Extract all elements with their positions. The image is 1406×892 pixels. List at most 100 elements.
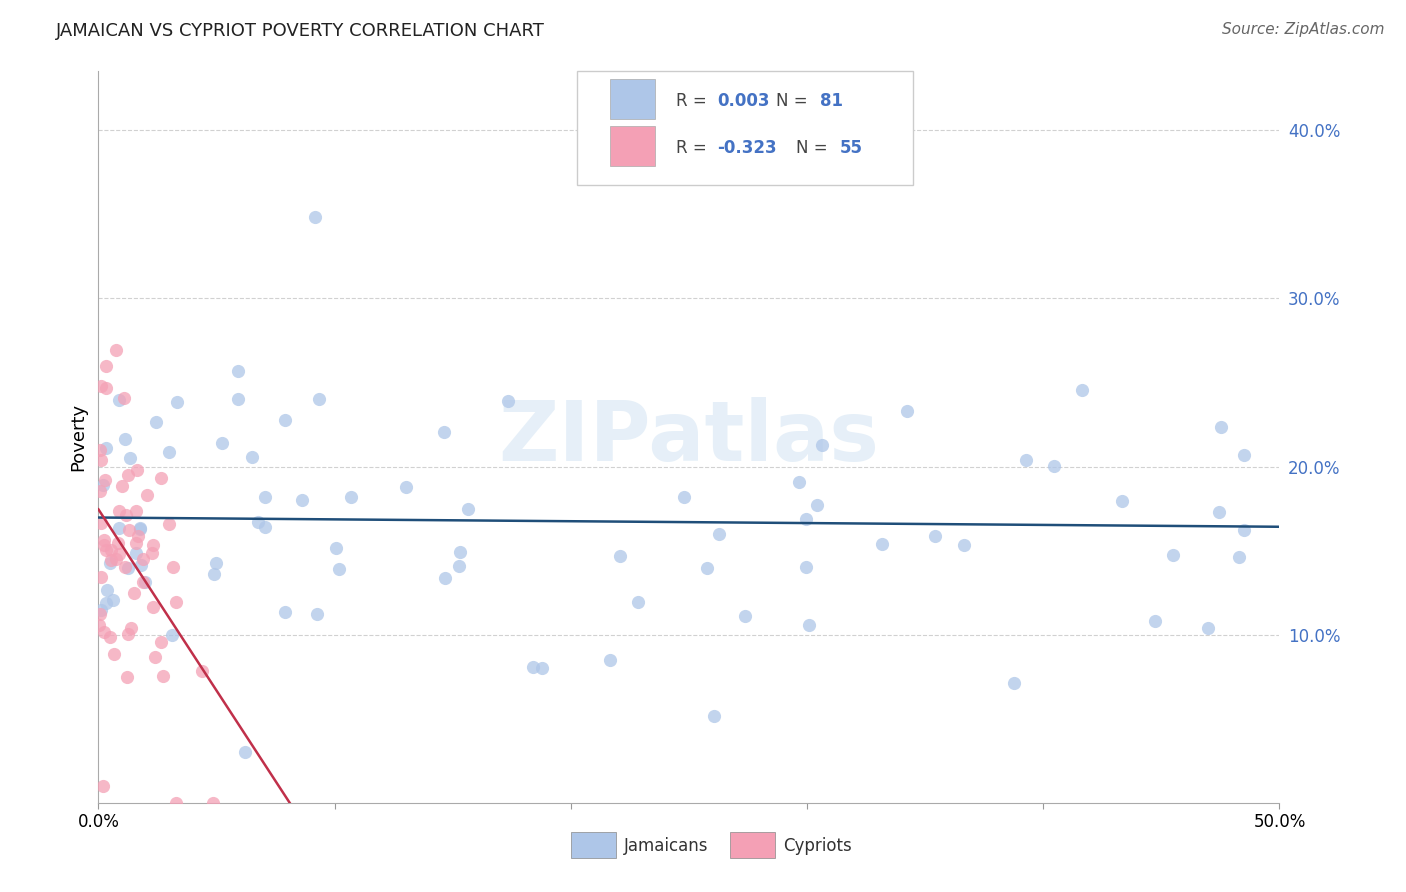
Point xyxy=(115,670,138,684)
Point xyxy=(1111,494,1133,508)
Point xyxy=(118,523,141,537)
Point xyxy=(1211,420,1233,434)
Point xyxy=(90,570,112,584)
Text: N =: N = xyxy=(776,92,813,110)
Point xyxy=(129,521,152,535)
Point xyxy=(114,391,136,405)
Point xyxy=(134,574,156,589)
Text: Jamaicans: Jamaicans xyxy=(624,837,709,855)
Point xyxy=(157,444,180,458)
Point xyxy=(1144,614,1167,628)
Point xyxy=(129,523,152,537)
Point xyxy=(522,660,544,674)
Point xyxy=(162,628,184,642)
Point xyxy=(703,708,725,723)
Point xyxy=(233,745,256,759)
Point xyxy=(125,535,148,549)
Point xyxy=(150,635,173,649)
Point xyxy=(120,621,142,635)
Point xyxy=(202,796,225,810)
Point xyxy=(89,483,111,498)
Point xyxy=(165,796,187,810)
Point xyxy=(124,546,146,560)
Point xyxy=(108,547,131,561)
Point xyxy=(93,533,115,547)
Point xyxy=(125,504,148,518)
Point xyxy=(247,515,270,529)
Point xyxy=(1002,676,1025,690)
Point xyxy=(240,450,263,465)
Point xyxy=(449,545,471,559)
Point xyxy=(90,603,112,617)
Point xyxy=(101,593,124,607)
Point xyxy=(100,553,122,567)
Point xyxy=(117,467,139,482)
FancyBboxPatch shape xyxy=(576,71,914,185)
Point xyxy=(157,516,180,531)
Point xyxy=(1233,448,1256,462)
Point xyxy=(599,653,621,667)
Point xyxy=(117,560,139,574)
Point xyxy=(100,542,122,557)
Point xyxy=(89,607,111,622)
Text: -0.323: -0.323 xyxy=(717,139,778,157)
Point xyxy=(93,473,115,487)
Point xyxy=(673,490,696,504)
Point xyxy=(89,443,111,458)
Point xyxy=(141,546,163,560)
Text: 55: 55 xyxy=(841,139,863,157)
Point xyxy=(91,779,114,793)
Point xyxy=(870,537,893,551)
Point xyxy=(325,541,347,556)
Point xyxy=(211,436,233,450)
Text: R =: R = xyxy=(676,92,711,110)
Point xyxy=(627,595,650,609)
Point xyxy=(531,661,554,675)
Point xyxy=(132,575,155,590)
Text: 81: 81 xyxy=(820,92,844,110)
Point xyxy=(1208,506,1230,520)
Text: 0.003: 0.003 xyxy=(717,92,769,110)
Point xyxy=(304,210,326,224)
Text: Source: ZipAtlas.com: Source: ZipAtlas.com xyxy=(1222,22,1385,37)
Point xyxy=(127,529,149,543)
Point xyxy=(340,491,363,505)
Point xyxy=(696,561,718,575)
Point xyxy=(98,556,121,570)
Bar xyxy=(610,78,655,119)
Point xyxy=(457,501,479,516)
Point xyxy=(1233,524,1256,538)
Point xyxy=(90,452,112,467)
Point xyxy=(91,477,114,491)
Point xyxy=(94,441,117,455)
Point xyxy=(103,647,125,661)
Point xyxy=(90,379,112,393)
Point xyxy=(93,625,115,640)
Point xyxy=(1227,550,1250,565)
Point xyxy=(496,393,519,408)
Point xyxy=(952,538,974,552)
Point xyxy=(165,595,187,609)
Point xyxy=(709,527,731,541)
Text: N =: N = xyxy=(796,139,834,157)
Point xyxy=(787,475,810,490)
Point xyxy=(1161,549,1184,563)
Text: ZIPatlas: ZIPatlas xyxy=(499,397,879,477)
Bar xyxy=(730,832,775,858)
Point xyxy=(114,432,136,446)
Point xyxy=(108,392,131,407)
Point xyxy=(254,520,277,534)
Point xyxy=(1015,453,1038,467)
Point xyxy=(273,412,295,426)
Point xyxy=(143,650,166,665)
Point xyxy=(107,504,129,518)
Point xyxy=(896,404,918,418)
Point xyxy=(273,605,295,619)
Point xyxy=(449,558,471,573)
Point xyxy=(202,567,225,582)
Point xyxy=(433,425,456,440)
Point xyxy=(114,560,136,574)
Y-axis label: Poverty: Poverty xyxy=(69,403,87,471)
Point xyxy=(115,508,138,522)
Point xyxy=(806,498,828,512)
